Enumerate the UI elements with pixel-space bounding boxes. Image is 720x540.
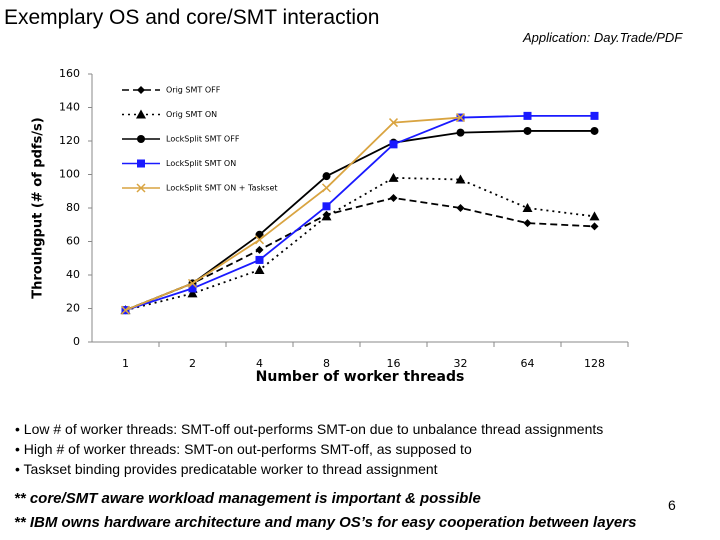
data-point bbox=[322, 202, 331, 211]
data-point bbox=[255, 255, 264, 264]
x-tick-label: 32 bbox=[454, 357, 468, 370]
data-point bbox=[187, 288, 198, 298]
data-point bbox=[388, 172, 399, 182]
legend-label: LockSplit SMT ON bbox=[166, 159, 236, 168]
data-point bbox=[522, 203, 533, 212]
y-tick-label: 100 bbox=[59, 168, 80, 181]
y-tick-label: 20 bbox=[66, 302, 80, 315]
legend-label: LockSplit SMT ON + Taskset bbox=[166, 184, 278, 193]
x-axis-label: Number of worker threads bbox=[256, 369, 465, 385]
data-point bbox=[455, 113, 466, 123]
data-point bbox=[321, 183, 332, 193]
note: ** IBM owns hardware architecture and ma… bbox=[14, 514, 637, 531]
x-tick-label: 16 bbox=[387, 357, 401, 370]
application: Application: Day.Trade/PDF bbox=[523, 30, 683, 45]
bullet: • Low # of worker threads: SMT-off out-p… bbox=[15, 421, 604, 437]
x-tick-label: 2 bbox=[189, 357, 196, 370]
data-point bbox=[456, 128, 465, 137]
series-line bbox=[125, 114, 595, 312]
legend-marker bbox=[136, 183, 146, 193]
legend-marker bbox=[137, 159, 145, 168]
data-point bbox=[590, 126, 599, 135]
data-point bbox=[455, 174, 466, 184]
data-point bbox=[322, 172, 331, 181]
data-point bbox=[523, 219, 532, 228]
y-tick-label: 80 bbox=[66, 201, 80, 214]
y-tick-label: 120 bbox=[59, 134, 80, 147]
data-point bbox=[254, 264, 265, 274]
y-tick-label: 140 bbox=[59, 101, 80, 114]
legend-marker bbox=[137, 135, 145, 143]
x-tick-label: 64 bbox=[521, 357, 535, 370]
series-line bbox=[125, 176, 595, 312]
data-point bbox=[589, 211, 600, 221]
legend-label: Orig SMT ON bbox=[166, 110, 217, 119]
data-point bbox=[255, 245, 264, 254]
page-number: 6 bbox=[668, 497, 676, 513]
data-point bbox=[456, 204, 465, 212]
x-tick-label: 128 bbox=[584, 357, 605, 370]
y-tick-label: 40 bbox=[66, 268, 80, 281]
data-point bbox=[120, 305, 131, 315]
y-axis-label: Throuhgput (# of pdfs/s) bbox=[31, 117, 46, 299]
data-point bbox=[523, 111, 532, 120]
y-tick-label: 0 bbox=[73, 335, 80, 348]
y-tick-label: 160 bbox=[59, 67, 80, 80]
bullet: • Taskset binding provides predicatable … bbox=[15, 461, 438, 477]
series-line bbox=[125, 116, 461, 312]
data-point bbox=[389, 193, 398, 202]
legend-label: Orig SMT OFF bbox=[166, 86, 221, 95]
data-point bbox=[187, 278, 198, 288]
note: ** core/SMT aware workload management is… bbox=[14, 490, 481, 507]
x-tick-label: 1 bbox=[122, 357, 129, 370]
x-tick-label: 4 bbox=[256, 357, 263, 370]
bullet: • High # of worker threads: SMT-on out-p… bbox=[15, 441, 472, 457]
data-point bbox=[254, 235, 265, 245]
legend-marker bbox=[136, 109, 146, 119]
data-point bbox=[321, 211, 332, 221]
legend-label: LockSplit SMT OFF bbox=[166, 135, 240, 144]
x-tick-label: 8 bbox=[323, 357, 330, 370]
data-point bbox=[388, 118, 399, 128]
data-point bbox=[188, 284, 197, 293]
data-point bbox=[389, 140, 398, 149]
data-point bbox=[590, 222, 599, 231]
y-tick-label: 60 bbox=[66, 235, 80, 248]
slide-title: Exemplary OS and core/SMT interaction bbox=[4, 6, 380, 29]
data-point bbox=[590, 111, 599, 120]
legend-marker bbox=[137, 86, 145, 94]
chart: Throuhgput (# of pdfs/s) Number of worke… bbox=[31, 67, 629, 385]
data-point bbox=[523, 126, 532, 135]
series-line bbox=[125, 197, 595, 312]
